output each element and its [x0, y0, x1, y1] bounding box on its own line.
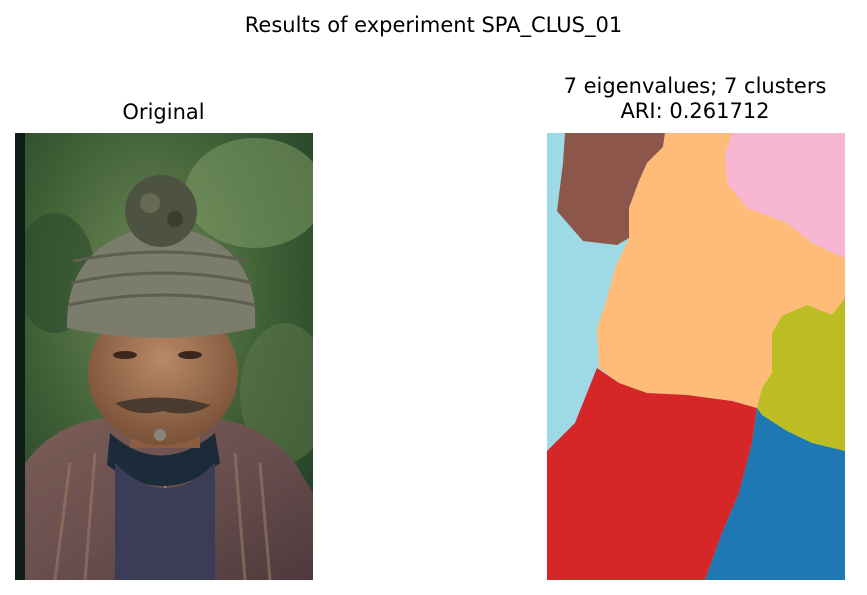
- figure-suptitle: Results of experiment SPA_CLUS_01: [244, 13, 623, 37]
- foliage-blob: [240, 323, 313, 463]
- segmentation-title-line2: ARI: 0.261712: [620, 99, 770, 123]
- right-eye: [178, 351, 202, 359]
- cluster-region-pink: [725, 133, 845, 258]
- original-panel-title: Original: [122, 100, 205, 124]
- segmentation-panel-title: 7 eigenvalues; 7 clusters ARI: 0.261712: [530, 74, 860, 124]
- original-image: [15, 133, 313, 580]
- chin-beard: [154, 429, 166, 441]
- portrait-illustration: [15, 133, 313, 580]
- pompom-texture: [167, 211, 183, 227]
- cluster-region-red: [547, 368, 757, 580]
- moustache: [115, 397, 211, 414]
- cluster-region-orange: [597, 133, 845, 408]
- cluster-region-olive: [757, 298, 845, 451]
- robe-stripes: [53, 452, 272, 580]
- collar: [107, 433, 220, 487]
- hat-pompom: [125, 175, 197, 247]
- hat-ridges: [68, 250, 256, 307]
- pompom-texture: [140, 193, 160, 213]
- segmentation-map: [547, 133, 845, 580]
- cluster-region-blue: [705, 408, 845, 580]
- left-eye: [113, 351, 137, 359]
- foliage-blob: [185, 138, 313, 248]
- cluster-region-brown: [557, 133, 665, 245]
- photo-left-edge: [15, 133, 25, 580]
- segmentation-image: [547, 133, 845, 580]
- segmentation-title-line1: 7 eigenvalues; 7 clusters: [563, 74, 827, 98]
- inner-shirt: [115, 463, 215, 580]
